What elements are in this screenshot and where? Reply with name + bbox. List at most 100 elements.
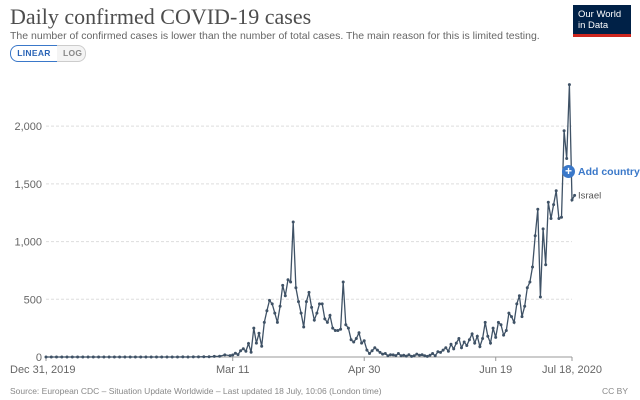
data-point	[252, 326, 256, 330]
data-point	[128, 355, 132, 359]
data-point	[81, 355, 85, 359]
data-point	[160, 355, 164, 359]
data-point	[365, 348, 369, 352]
data-point	[297, 300, 300, 304]
logo-line-2: in Data	[578, 20, 609, 31]
data-point	[515, 302, 519, 306]
data-point	[478, 345, 482, 349]
data-point	[233, 351, 237, 355]
data-point	[241, 347, 245, 351]
data-point	[502, 333, 506, 337]
data-point	[544, 263, 548, 267]
data-point	[325, 320, 329, 324]
data-point	[320, 302, 324, 306]
data-point	[310, 305, 314, 309]
y-tick-label: 1,500	[14, 179, 42, 191]
data-point	[202, 355, 206, 359]
data-point	[118, 355, 122, 359]
series-label-israel: Israel	[578, 190, 601, 201]
data-point	[191, 355, 195, 359]
data-point	[144, 355, 148, 359]
add-country-button[interactable]: + Add country	[562, 165, 640, 178]
data-point	[436, 350, 440, 354]
data-point	[60, 355, 64, 359]
data-point	[570, 198, 574, 202]
x-tick-label: Apr 30	[348, 364, 380, 376]
data-point	[507, 311, 511, 315]
log-scale-button[interactable]: LOG	[57, 45, 86, 62]
data-point	[257, 331, 261, 335]
data-point	[181, 355, 185, 359]
source-note: Source: European CDC – Situation Update …	[10, 386, 382, 396]
data-point	[223, 353, 227, 357]
data-point	[475, 334, 479, 338]
data-point	[418, 353, 421, 357]
data-point	[486, 334, 490, 338]
data-point	[517, 294, 521, 298]
page-title: Daily confirmed COVID-19 cases	[10, 4, 312, 29]
data-point	[491, 326, 495, 330]
data-point	[560, 215, 563, 219]
data-point	[467, 338, 471, 342]
data-point	[473, 341, 477, 345]
data-point	[354, 337, 358, 340]
data-point	[86, 355, 90, 359]
data-point	[97, 355, 101, 359]
data-point	[449, 342, 453, 346]
x-tick-label: Jul 18, 2020	[542, 364, 602, 376]
data-point	[70, 355, 74, 359]
data-point	[396, 352, 400, 355]
data-point	[402, 353, 406, 357]
data-point	[291, 220, 295, 224]
data-point	[528, 280, 532, 284]
data-point	[370, 349, 374, 353]
data-point	[352, 340, 356, 344]
data-point	[525, 286, 529, 290]
data-point	[91, 355, 95, 359]
data-point	[441, 348, 445, 352]
plus-icon: +	[562, 165, 575, 178]
data-point	[446, 349, 450, 353]
x-tick-label: Dec 31, 2019	[10, 364, 75, 376]
data-point	[278, 304, 282, 308]
our-world-in-data-logo[interactable]: Our World in Data	[573, 5, 631, 37]
data-point	[247, 342, 250, 345]
data-point	[323, 317, 327, 321]
data-point	[76, 355, 80, 359]
data-point	[496, 320, 500, 324]
data-point	[49, 355, 53, 359]
data-point	[268, 298, 271, 302]
data-point	[504, 329, 508, 332]
data-point	[170, 355, 174, 359]
data-point	[423, 354, 427, 358]
logo-line-1: Our World	[578, 9, 622, 20]
data-point	[389, 353, 392, 357]
data-point	[557, 217, 561, 220]
data-point	[481, 337, 485, 340]
data-point	[112, 355, 116, 359]
data-point	[373, 346, 377, 350]
data-point	[212, 354, 216, 358]
data-point	[531, 265, 534, 269]
data-point	[512, 320, 516, 324]
y-tick-label: 0	[36, 352, 42, 364]
x-tick-label: Jun 19	[479, 364, 512, 376]
data-point	[186, 355, 190, 359]
data-point	[55, 355, 58, 359]
data-point	[65, 355, 69, 359]
data-point	[286, 278, 290, 282]
data-point	[315, 311, 319, 315]
data-point	[149, 355, 153, 359]
data-point	[262, 320, 266, 324]
license-link[interactable]: CC BY	[602, 386, 628, 396]
data-point	[155, 355, 158, 359]
add-country-label: Add country	[578, 165, 640, 178]
data-point	[386, 354, 390, 358]
data-point	[412, 354, 416, 358]
data-point	[207, 355, 211, 359]
data-point	[460, 346, 463, 350]
data-point	[165, 355, 169, 359]
data-point	[420, 353, 424, 357]
data-point	[273, 311, 277, 315]
